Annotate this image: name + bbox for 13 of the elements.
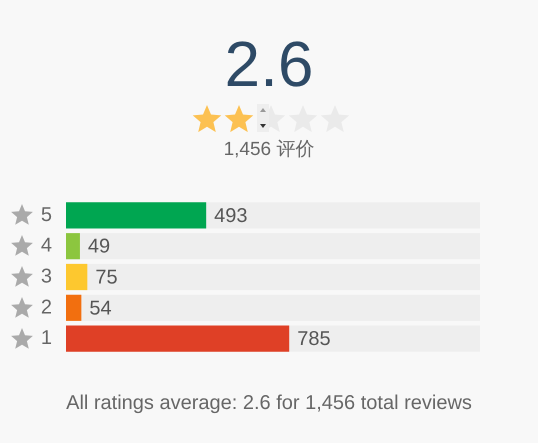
y-tick-label: 5 <box>40 204 52 226</box>
y-tick-label: 2 <box>40 296 52 318</box>
data-label: 785 <box>297 328 331 350</box>
data-label: 493 <box>214 204 248 227</box>
chart-title: 2.6 <box>224 28 314 100</box>
text: All ratings average: 2.6 for 1,456 total reviews <box>65 392 473 415</box>
data-label: 75 <box>95 266 118 289</box>
y-tick-label: 1 <box>40 327 52 350</box>
data-label: 54 <box>89 297 112 320</box>
chart-subtitle: 1,456 评价 <box>222 138 316 162</box>
data-label: 49 <box>88 236 110 258</box>
y-tick-label: 3 <box>40 266 52 288</box>
y-tick-label: 4 <box>40 234 52 257</box>
